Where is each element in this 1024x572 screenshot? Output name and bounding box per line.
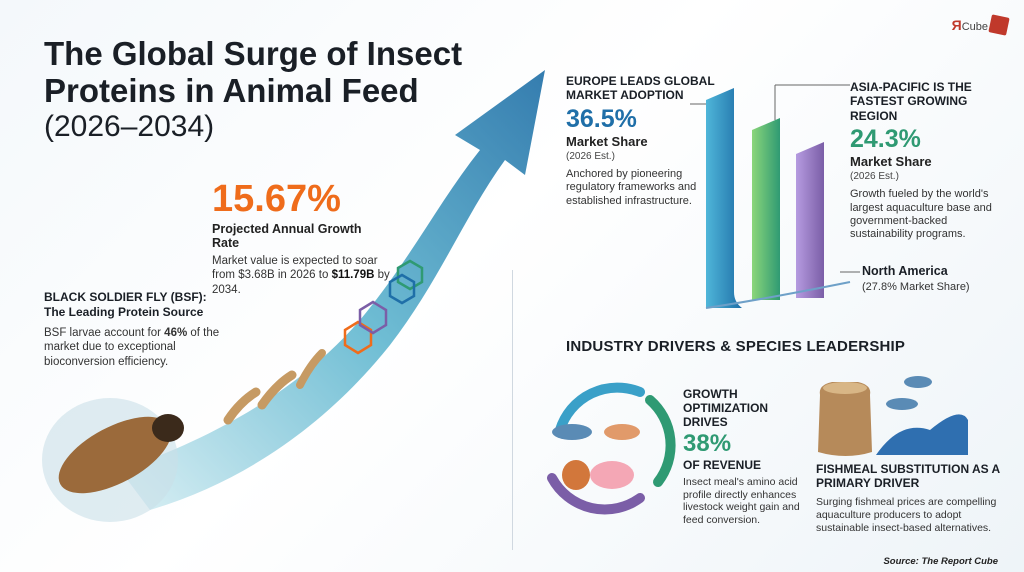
asia-share-label: Market Share bbox=[850, 154, 932, 170]
growth-opt-value: 38% bbox=[683, 430, 732, 458]
chicken-icon bbox=[562, 460, 590, 490]
asia-desc: Growth fueled by the world's largest aqu… bbox=[850, 188, 992, 241]
europe-heading: EUROPE LEADS GLOBAL MARKET ADOPTION bbox=[566, 74, 715, 103]
growth-opt-desc: Insect meal's amino acid profile directl… bbox=[683, 475, 800, 527]
europe-share-label: Market Share bbox=[566, 133, 648, 149]
growth-rate-value: 15.67% bbox=[212, 178, 341, 220]
europe-est: (2026 Est.) bbox=[566, 150, 615, 162]
fishmeal-block: FISHMEAL SUBSTITUTION AS A PRIMARY DRIVE… bbox=[816, 462, 1008, 535]
bsf-desc: BSF larvae account for 46% of the market… bbox=[44, 327, 220, 368]
fishmeal-desc: Surging fishmeal prices are compelling a… bbox=[816, 496, 997, 534]
fishmeal-heading: FISHMEAL SUBSTITUTION AS A PRIMARY DRIVE… bbox=[816, 462, 1000, 491]
growth-rate-label: Projected Annual Growth Rate bbox=[212, 222, 362, 250]
asia-block: ASIA-PACIFIC IS THE FASTEST GROWING REGI… bbox=[850, 80, 1010, 242]
europe-block: EUROPE LEADS GLOBAL MARKET ADOPTION 36.5… bbox=[566, 74, 716, 208]
worm-icon bbox=[223, 349, 326, 425]
europe-desc: Anchored by pioneering regulatory framew… bbox=[566, 167, 697, 207]
europe-value: 36.5% bbox=[566, 104, 637, 133]
logo-text: ЯCube bbox=[951, 17, 988, 33]
asia-heading: ASIA-PACIFIC IS THE FASTEST GROWING REGI… bbox=[850, 80, 972, 123]
brand-logo: ЯCube bbox=[951, 14, 1010, 36]
growth-opt-heading: GROWTH OPTIMIZATION DRIVES bbox=[683, 387, 769, 429]
bsf-heading: BLACK SOLDIER FLY (BSF): The Leading Prot… bbox=[44, 290, 207, 319]
source-note: Source: The Report Cube bbox=[883, 556, 998, 567]
fish-icon bbox=[552, 424, 640, 440]
north-america-block: North America (27.8% Market Share) bbox=[862, 264, 1012, 293]
larva-icon bbox=[42, 398, 184, 522]
page-title: The Global Surge of Insect Proteins in A… bbox=[44, 35, 463, 109]
growth-optimization-block: GROWTH OPTIMIZATION DRIVES 38% OF REVENU… bbox=[683, 387, 808, 527]
growth-opt-of-label: OF REVENUE bbox=[683, 457, 762, 472]
divider bbox=[512, 270, 513, 550]
growth-rate-block: 15.67% Projected Annual Growth Rate Mark… bbox=[212, 180, 392, 297]
cube-logo-icon bbox=[988, 14, 1010, 36]
growth-rate-desc: Market value is expected to soar from $3… bbox=[212, 255, 390, 296]
feed-sack-icon bbox=[818, 382, 872, 456]
molecule-icon bbox=[343, 259, 424, 355]
wave-icon bbox=[876, 376, 968, 455]
asia-est: (2026 Est.) bbox=[850, 171, 899, 183]
drivers-title: INDUSTRY DRIVERS & SPECIES LEADERSHIP bbox=[566, 338, 906, 355]
north-america-sub: (27.8% Market Share) bbox=[862, 281, 970, 293]
region-bars bbox=[705, 88, 851, 309]
cycle-arrows-icon bbox=[547, 382, 676, 515]
bsf-block: BLACK SOLDIER FLY (BSF): The Leading Prot… bbox=[44, 290, 244, 369]
north-america-heading: North America bbox=[862, 264, 948, 278]
asia-value: 24.3% bbox=[850, 125, 921, 154]
year-range: (2026–2034) bbox=[44, 110, 215, 143]
pig-icon bbox=[590, 461, 634, 489]
